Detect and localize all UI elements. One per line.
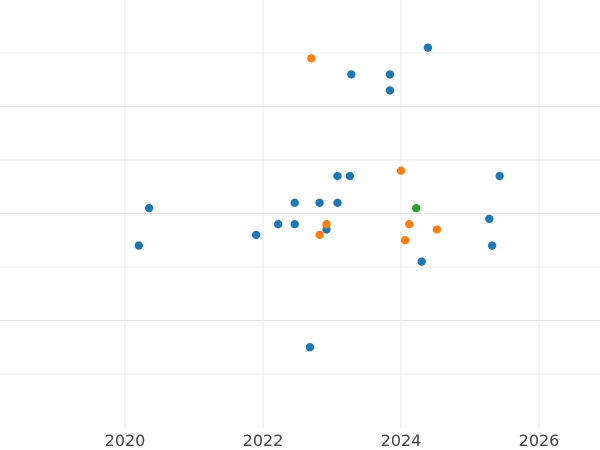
data-point (251, 230, 261, 240)
data-points (134, 43, 504, 352)
x-tick-label: 2022 (243, 431, 284, 450)
data-point (400, 236, 410, 245)
data-point (432, 225, 442, 234)
data-point (307, 54, 316, 63)
data-point (333, 198, 342, 207)
x-tick-label: 2020 (105, 431, 146, 450)
data-point (290, 198, 299, 207)
data-point (290, 220, 299, 229)
data-point (273, 220, 283, 229)
data-point (345, 171, 355, 181)
data-point (417, 257, 426, 266)
data-point (396, 166, 406, 175)
data-point (495, 171, 504, 181)
grid (0, 0, 600, 428)
data-point (144, 203, 154, 213)
data-point (333, 171, 342, 181)
x-axis-ticks: 2020 2022 2024 2026 (105, 431, 560, 450)
data-point (385, 86, 395, 95)
x-tick-label: 2024 (381, 431, 422, 450)
data-point (385, 70, 395, 79)
data-point (487, 241, 497, 250)
data-point (134, 241, 143, 250)
data-point (405, 220, 414, 229)
data-point (411, 203, 421, 213)
data-point (305, 343, 315, 352)
data-point (347, 70, 356, 79)
data-point (315, 230, 324, 240)
x-tick-label: 2026 (519, 431, 560, 450)
data-point (485, 214, 494, 224)
data-point (322, 220, 331, 229)
data-point (423, 43, 433, 52)
data-point (315, 198, 324, 207)
